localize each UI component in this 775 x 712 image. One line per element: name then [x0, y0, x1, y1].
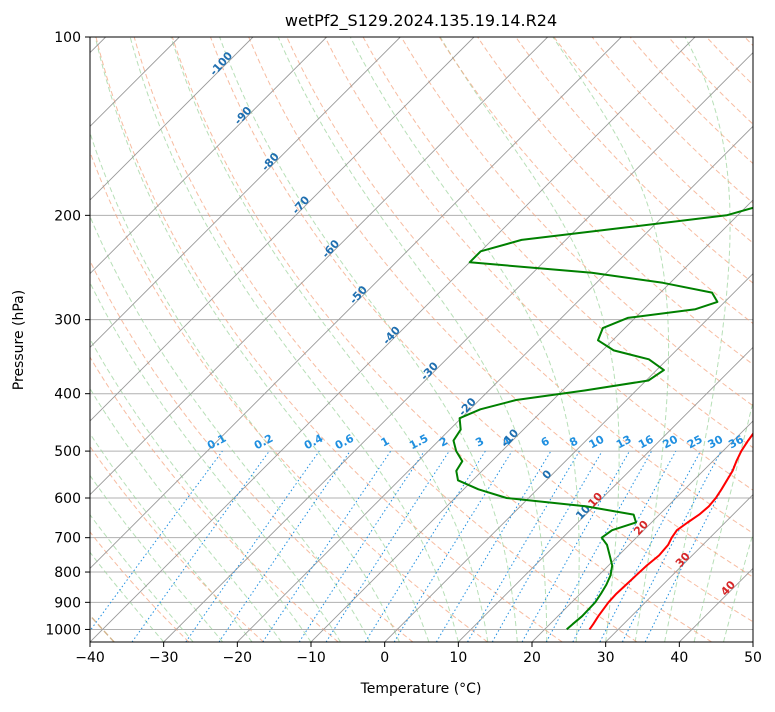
y-tick-label: 500 [54, 444, 81, 460]
y-tick-label: 300 [54, 313, 81, 329]
x-tick-label: −10 [296, 650, 326, 666]
x-tick-label: 10 [449, 650, 467, 666]
y-tick-label: 600 [54, 491, 81, 507]
x-tick-label: −30 [149, 650, 179, 666]
y-tick-label: 900 [54, 595, 81, 611]
x-tick-label: −20 [223, 650, 253, 666]
y-tick-label: 400 [54, 387, 81, 403]
x-tick-label: 0 [380, 650, 389, 666]
y-axis-label: Pressure (hPa) [11, 290, 27, 390]
x-tick-label: 40 [670, 650, 688, 666]
x-tick-label: 20 [523, 650, 541, 666]
y-tick-label: 100 [54, 30, 81, 46]
plot-background [90, 37, 753, 642]
y-tick-label: 700 [54, 531, 81, 547]
x-tick-label: −40 [75, 650, 105, 666]
y-tick-label: 800 [54, 565, 81, 581]
x-axis-label: Temperature (°C) [360, 681, 482, 697]
x-tick-label: 50 [744, 650, 762, 666]
chart-title: wetPf2_S129.2024.135.19.14.R24 [285, 11, 557, 31]
y-tick-label: 1000 [45, 622, 81, 638]
y-tick-label: 200 [54, 208, 81, 224]
x-tick-label: 30 [597, 650, 615, 666]
